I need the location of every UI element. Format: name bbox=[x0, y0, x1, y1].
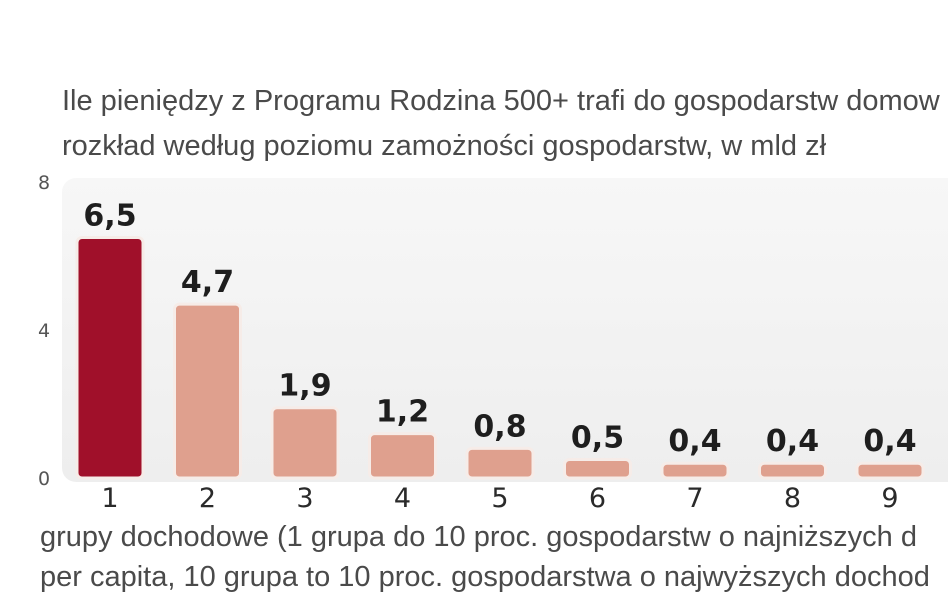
x-axis-label-line-2: per capita, 10 grupa to 10 proc. gospoda… bbox=[40, 561, 930, 593]
data-label: 4,7 bbox=[181, 265, 234, 300]
bar bbox=[270, 406, 340, 480]
data-label: 0,5 bbox=[571, 421, 624, 456]
data-label: 0,4 bbox=[766, 424, 819, 459]
y-axis: 0 4 8 bbox=[38, 172, 50, 490]
bar bbox=[660, 461, 730, 480]
bar bbox=[563, 458, 632, 480]
data-label: 0,4 bbox=[863, 424, 916, 459]
data-label: 6,5 bbox=[83, 199, 136, 234]
bars-group bbox=[75, 236, 925, 480]
x-axis: 1 2 3 4 5 6 7 8 9 bbox=[101, 483, 898, 514]
x-axis-label-line-1: grupy dochodowe (1 grupa do 10 proc. gos… bbox=[40, 521, 917, 553]
x-tick-label: 1 bbox=[101, 483, 118, 514]
data-label: 1,2 bbox=[376, 395, 429, 430]
y-tick-label: 8 bbox=[38, 172, 50, 194]
x-tick-label: 9 bbox=[881, 483, 898, 514]
x-tick-label: 5 bbox=[491, 483, 508, 514]
x-tick-label: 6 bbox=[589, 483, 606, 514]
data-label: 0,8 bbox=[473, 409, 526, 444]
bar bbox=[855, 461, 925, 480]
x-tick-label: 7 bbox=[686, 483, 703, 514]
chart-subtitle: rozkład według poziomu zamożności gospod… bbox=[62, 130, 827, 162]
bar bbox=[758, 461, 827, 480]
bar bbox=[75, 236, 145, 480]
x-tick-label: 4 bbox=[394, 483, 411, 514]
y-tick-label: 0 bbox=[38, 468, 50, 490]
x-tick-label: 3 bbox=[296, 483, 313, 514]
plot-panel bbox=[62, 178, 948, 482]
chart-title: Ile pieniędzy z Programu Rodzina 500+ tr… bbox=[62, 85, 940, 117]
data-labels-group: 6,5 4,7 1,9 1,2 0,8 0,5 0,4 0,4 0,4 bbox=[83, 199, 916, 460]
bar bbox=[465, 446, 535, 480]
bar bbox=[368, 432, 437, 480]
data-label: 0,4 bbox=[668, 424, 721, 459]
bar bbox=[173, 302, 242, 480]
y-tick-label: 4 bbox=[38, 320, 50, 342]
x-tick-label: 2 bbox=[199, 483, 216, 514]
x-tick-label: 8 bbox=[784, 483, 801, 514]
data-label: 1,9 bbox=[278, 369, 331, 404]
